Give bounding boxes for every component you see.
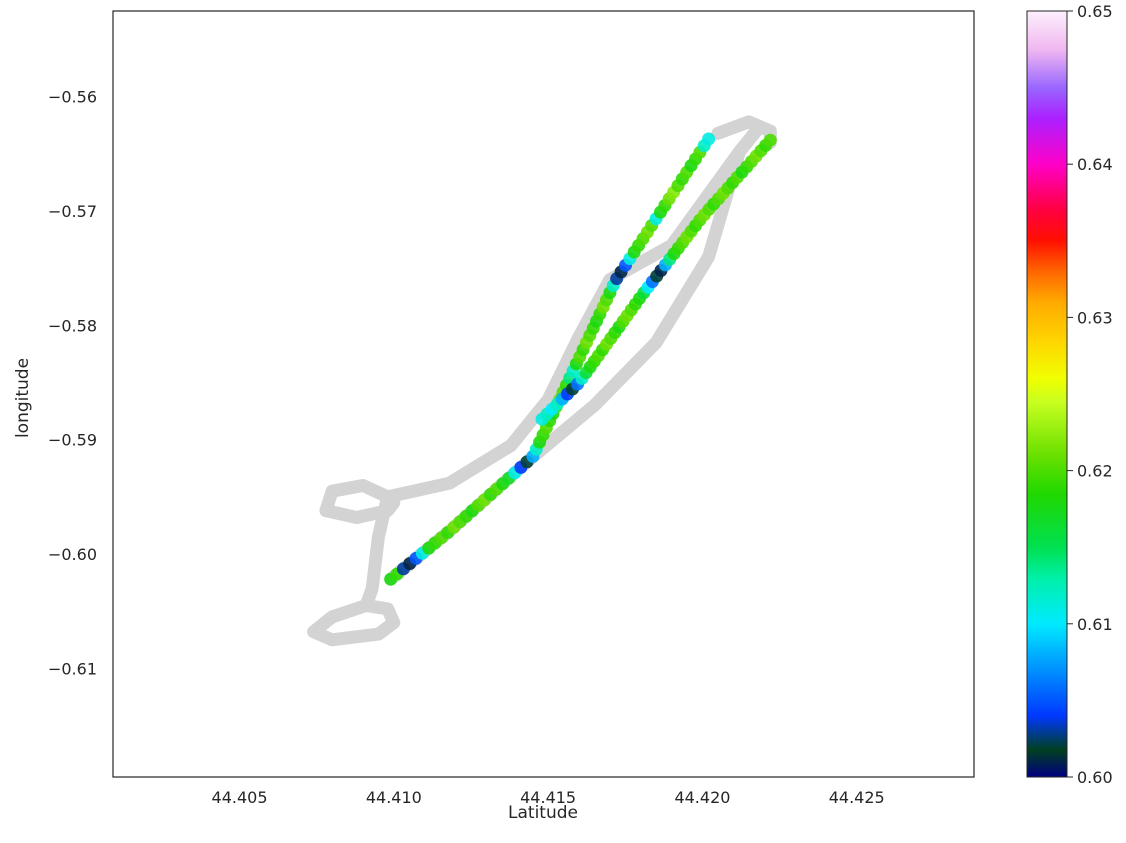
colorbar-tick-label: 0.65 [1077,2,1113,21]
plot-area [112,10,975,778]
x-tick-label: 44.425 [829,788,885,807]
x-axis-label: Latitude [508,803,578,823]
track-segment-0 [359,122,765,612]
colorbar-tick-label: 0.64 [1077,155,1113,174]
colorbar-tick-label: 0.61 [1077,615,1113,634]
colorbar-tick-label: 0.62 [1077,462,1113,481]
scatter-point [702,132,716,146]
scatter-points [384,132,777,586]
x-tick-label: 44.415 [520,788,576,807]
colorbar-tick-label: 0.60 [1077,768,1113,787]
y-axis-ticks: −0.56 −0.57 −0.58 −0.59 −0.60 −0.61 [48,88,97,679]
y-tick-label: −0.59 [48,431,97,450]
colorbar-ticks: 0.60 0.61 0.62 0.63 0.64 0.65 [1067,2,1113,787]
track-segment-2 [319,479,401,524]
x-axis-ticks: 44.405 44.410 44.415 44.420 44.425 [212,788,885,807]
colorbar [1026,10,1068,778]
y-tick-label: −0.60 [48,545,97,564]
x-tick-label: 44.420 [674,788,730,807]
y-tick-label: −0.56 [48,88,97,107]
y-axis-label: longitude [13,358,33,438]
scatter-point [763,133,777,147]
colorbar-tick-label: 0.63 [1077,308,1113,327]
y-tick-label: −0.57 [48,202,97,221]
y-tick-label: −0.58 [48,316,97,335]
x-tick-label: 44.405 [212,788,268,807]
x-tick-label: 44.410 [366,788,422,807]
track-segment-3 [307,599,401,647]
y-tick-label: −0.61 [48,659,97,678]
